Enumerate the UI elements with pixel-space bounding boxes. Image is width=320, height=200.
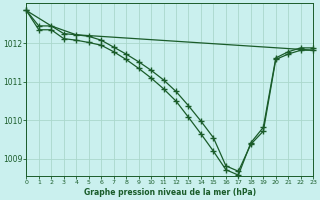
- X-axis label: Graphe pression niveau de la mer (hPa): Graphe pression niveau de la mer (hPa): [84, 188, 256, 197]
